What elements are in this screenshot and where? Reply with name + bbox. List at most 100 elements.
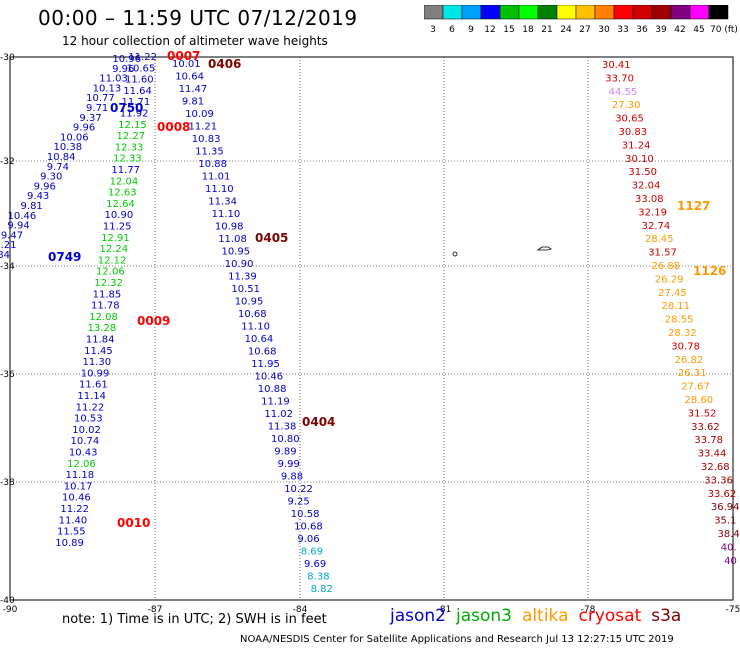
- wave-height-label: 10.02: [72, 425, 101, 436]
- wave-height-label: 10.43: [69, 448, 98, 459]
- wave-height-label: 26.88: [652, 261, 681, 272]
- wave-height-label: 9.74: [47, 162, 69, 173]
- wave-height-label: 11.10: [212, 209, 241, 220]
- colorbar-tick-label: 39: [655, 25, 667, 35]
- track-time-label: 0406: [208, 57, 241, 71]
- wave-height-label: 40.: [721, 542, 737, 553]
- wave-height-label: 12.08: [89, 312, 118, 323]
- track-time-label: 0009: [137, 314, 170, 328]
- colorbar-tick-label: 27: [579, 25, 590, 35]
- wave-height-label: 10.64: [245, 334, 274, 345]
- wave-height-label: 33.44: [698, 449, 727, 460]
- wave-height-label: 10.51: [231, 284, 260, 295]
- wave-height-label: 10.46: [255, 372, 284, 383]
- wave-height-label: 11.64: [123, 86, 152, 97]
- wave-height-label: 44.55: [609, 87, 638, 98]
- colorbar-tick-label: 6: [449, 25, 455, 35]
- wave-height-label: 11.77: [111, 165, 140, 176]
- wave-height-label: 11.08: [218, 234, 247, 245]
- lon-tick-label: -90: [3, 605, 18, 615]
- track-time-label: 0008: [157, 120, 190, 134]
- wave-height-label: 26.29: [655, 274, 684, 285]
- wave-height-label: 10.17: [64, 481, 93, 492]
- wave-height-label: 35.1: [714, 516, 736, 527]
- wave-height-label: 11.40: [59, 515, 88, 526]
- wave-height-label: 33.78: [694, 435, 723, 446]
- wave-height-label: 10.64: [175, 72, 204, 83]
- wave-height-label: 11.30: [82, 357, 111, 368]
- colorbar-tick-label: 15: [503, 25, 514, 35]
- wave-height-label: 10.58: [291, 509, 320, 520]
- wave-height-label: 10.88: [198, 159, 227, 170]
- wave-height-label: 11.39: [228, 272, 257, 283]
- wave-height-label: 10.88: [258, 384, 287, 395]
- wave-height-label: 26.31: [678, 368, 707, 379]
- wave-height-label: 10.84: [0, 250, 10, 261]
- wave-height-label: 11.19: [261, 397, 290, 408]
- wave-height-label: 9.71: [86, 103, 108, 114]
- wave-height-label: 11.22: [76, 402, 105, 413]
- wave-height-label: 9.37: [79, 113, 101, 124]
- track-time-label: 0007: [167, 49, 200, 63]
- wave-height-label: 28.45: [645, 234, 674, 245]
- footnote: note: 1) Time is in UTC; 2) SWH is in fe…: [62, 612, 327, 627]
- wave-height-label: 9.89: [274, 447, 296, 458]
- lon-tick-label: -87: [148, 605, 163, 615]
- wave-height-label: 11.14: [77, 391, 106, 402]
- wave-height-label: 28.32: [668, 328, 697, 339]
- wave-height-label: 28.60: [685, 395, 714, 406]
- wave-height-label: 12.33: [115, 142, 144, 153]
- wave-height-label: 11.84: [86, 335, 115, 346]
- wave-height-label: 10.74: [71, 436, 100, 447]
- wave-height-label: 9.96: [73, 123, 95, 134]
- wave-height-label: 9.30: [40, 172, 62, 183]
- wave-height-label: 10.98: [215, 222, 244, 233]
- wave-height-label: 11.95: [251, 359, 280, 370]
- colorbar-tick-label: 24: [560, 25, 572, 35]
- wave-height-label: 12.63: [108, 188, 137, 199]
- wave-height-label: 32.74: [642, 221, 671, 232]
- wave-height-label: 10.38: [53, 142, 82, 153]
- wave-height-label: 10.06: [60, 132, 89, 143]
- wave-height-label: 30.78: [671, 341, 700, 352]
- wave-height-label: 9.96: [112, 64, 134, 75]
- lat-tick-label: -40: [0, 596, 15, 606]
- satellite-legend-item: s3a: [651, 606, 682, 626]
- wave-height-label: 12.64: [106, 199, 135, 210]
- colorbar-swatch: [708, 5, 729, 20]
- wave-height-label: 10.83: [192, 134, 221, 145]
- wave-height-label: 10.95: [235, 297, 264, 308]
- colorbar-tick-label: 42: [674, 25, 685, 35]
- wave-height-label: 9.94: [7, 221, 29, 232]
- wave-height-label: 10.46: [8, 211, 37, 222]
- wave-height-label: 12.24: [99, 244, 128, 255]
- wave-height-label: 40: [724, 556, 737, 567]
- lon-tick-label: -81: [437, 605, 452, 615]
- wave-height-label: 27.67: [681, 382, 710, 393]
- wave-height-label: 10.96: [112, 54, 141, 65]
- wave-height-label: 13.28: [88, 323, 117, 334]
- wave-height-label: 11.22: [60, 504, 89, 515]
- wave-height-label: 12.04: [110, 176, 139, 187]
- wave-height-label: 33.08: [635, 194, 664, 205]
- wave-height-label: 11.10: [205, 184, 234, 195]
- lat-tick-label: -36: [0, 370, 15, 380]
- wave-height-label: 12.33: [113, 154, 142, 165]
- wave-height-label: 10.46: [62, 493, 91, 504]
- wave-height-label: 26.82: [675, 355, 704, 366]
- wave-height-label: 11.92: [120, 109, 149, 120]
- wave-height-label: 32.68: [701, 462, 730, 473]
- wave-height-label: 11.22: [128, 52, 157, 63]
- wave-height-label: 11.45: [84, 346, 113, 357]
- wave-height-label: 31.50: [628, 167, 657, 178]
- wave-height-label: 33.62: [708, 489, 737, 500]
- wave-height-label: 12.32: [94, 278, 123, 289]
- wave-height-label: 9.88: [281, 472, 303, 483]
- wave-height-label: 9.43: [27, 191, 49, 202]
- wave-height-label: 11.38: [268, 422, 297, 433]
- map-frame: [9, 56, 734, 601]
- wave-height-label: 12.27: [116, 131, 145, 142]
- wave-height-label: 32.04: [632, 181, 661, 192]
- track-time-label: 0010: [117, 516, 150, 530]
